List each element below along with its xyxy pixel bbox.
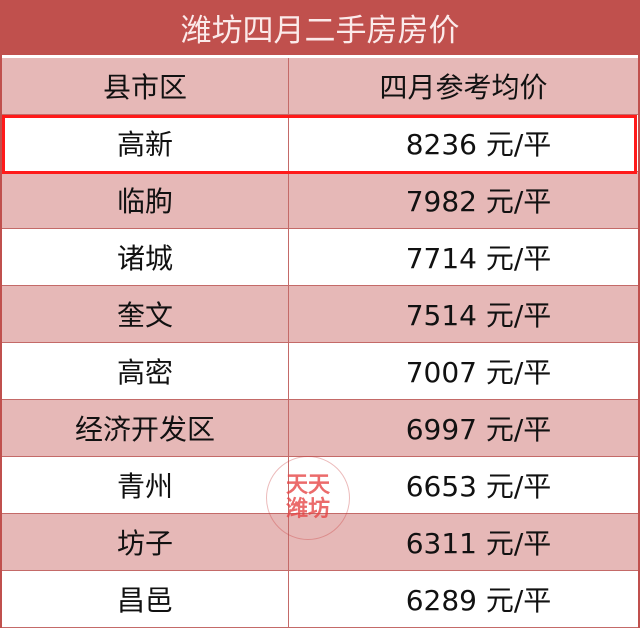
price-cell: 7982 元/平 bbox=[405, 185, 552, 218]
table-row: 诸城 7714 元/平 bbox=[2, 229, 638, 286]
table-row: 坊子 6311 元/平 bbox=[2, 514, 638, 571]
watermark-logo: 天天 潍坊 bbox=[266, 456, 350, 540]
price-cell: 6289 元/平 bbox=[405, 584, 552, 617]
table-title: 潍坊四月二手房房价 bbox=[2, 0, 638, 58]
district-cell: 青州 bbox=[2, 457, 289, 513]
district-cell: 临朐 bbox=[2, 172, 289, 228]
price-cell: 7714 元/平 bbox=[405, 242, 552, 275]
table-row: 临朐 7982 元/平 bbox=[2, 172, 638, 229]
highlight-box bbox=[2, 115, 637, 174]
table-row: 经济开发区 6997 元/平 bbox=[2, 400, 638, 457]
district-cell: 昌邑 bbox=[2, 571, 289, 627]
price-cell: 7007 元/平 bbox=[405, 356, 552, 389]
header-district: 县市区 bbox=[2, 58, 289, 114]
district-cell: 坊子 bbox=[2, 514, 289, 570]
district-cell: 高新 bbox=[2, 115, 289, 171]
header-row: 县市区 四月参考均价 bbox=[2, 58, 638, 115]
price-cell: 6311 元/平 bbox=[405, 527, 552, 560]
district-cell: 经济开发区 bbox=[2, 400, 289, 456]
table-row: 高新 8236 元/平 bbox=[2, 115, 638, 172]
price-cell: 6653 元/平 bbox=[405, 470, 552, 503]
header-price: 四月参考均价 bbox=[379, 71, 548, 104]
table-row: 昌邑 6289 元/平 bbox=[2, 571, 638, 628]
district-cell: 奎文 bbox=[2, 286, 289, 342]
price-cell: 8236 元/平 bbox=[405, 128, 552, 161]
table-row: 高密 7007 元/平 bbox=[2, 343, 638, 400]
district-cell: 高密 bbox=[2, 343, 289, 399]
price-cell: 7514 元/平 bbox=[405, 299, 552, 332]
table-row: 奎文 7514 元/平 bbox=[2, 286, 638, 343]
price-cell: 6997 元/平 bbox=[405, 413, 552, 446]
district-cell: 诸城 bbox=[2, 229, 289, 285]
